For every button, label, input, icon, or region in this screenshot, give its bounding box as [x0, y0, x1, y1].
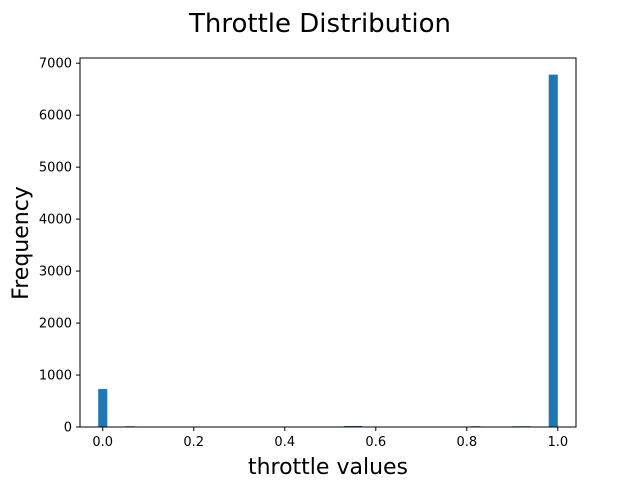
y-axis: 0 1000 2000 3000 4000 5000 6000 7000: [39, 57, 80, 436]
y-tick-label: 4000: [39, 213, 72, 228]
plot-frame: [79, 57, 577, 428]
y-tick-label: 6000: [39, 109, 72, 124]
x-tick-label: 1.0: [547, 435, 568, 450]
histogram-bar-5: [548, 74, 558, 427]
y-tick-label: 2000: [39, 317, 72, 332]
x-tick-label: 0.0: [92, 435, 113, 450]
x-tick-label: 0.2: [183, 435, 204, 450]
y-tick-label: 3000: [39, 265, 72, 280]
histogram-bar-2: [343, 425, 363, 427]
x-tick-label: 0.8: [456, 435, 477, 450]
x-axis: 0.0 0.2 0.4 0.6 0.8 1.0: [92, 427, 568, 450]
x-axis-label: throttle values: [248, 455, 408, 480]
y-tick-label: 1000: [39, 369, 72, 384]
histogram-bar-0: [98, 389, 108, 427]
x-tick-label: 0.4: [274, 435, 295, 450]
y-tick-label: 0: [64, 421, 72, 436]
chart-title: Throttle Distribution: [188, 9, 451, 39]
y-tick-label: 5000: [39, 161, 72, 176]
x-tick-label: 0.6: [365, 435, 386, 450]
y-tick-label: 7000: [39, 57, 72, 72]
y-axis-label: Frequency: [9, 186, 34, 300]
